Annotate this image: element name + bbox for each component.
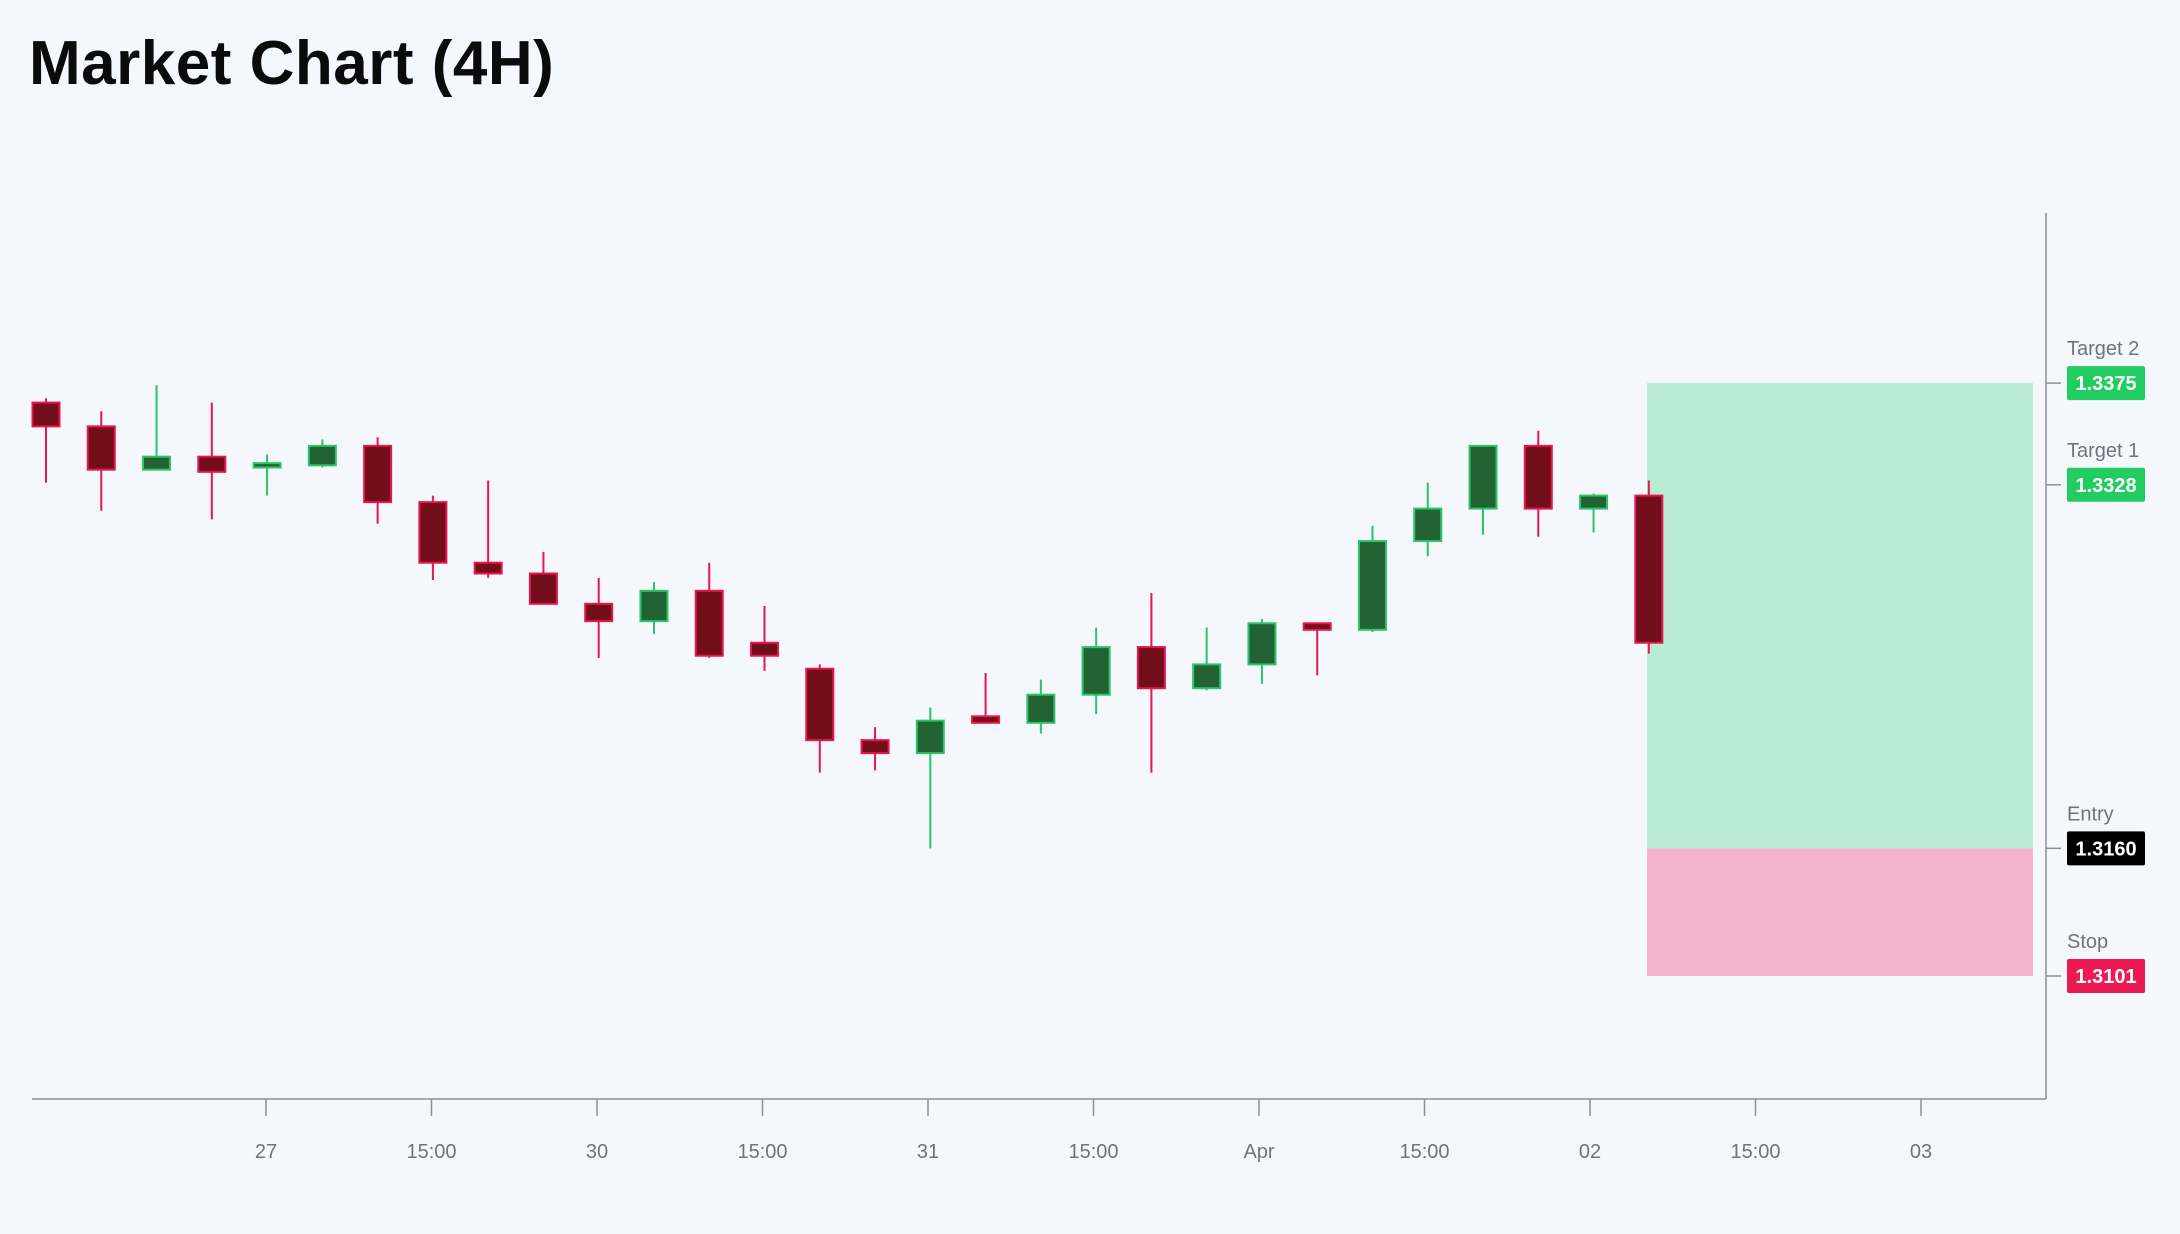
- candle-body: [915, 719, 945, 755]
- candle: [1579, 493, 1609, 533]
- level-value: 1.3328: [2075, 475, 2136, 497]
- x-tick-label: 27: [255, 1141, 277, 1163]
- candle: [1136, 592, 1166, 773]
- candle-body: [1247, 622, 1277, 666]
- candle-body: [1413, 507, 1443, 543]
- candle: [1302, 622, 1332, 676]
- candle: [1192, 627, 1222, 691]
- candle-body: [1523, 444, 1553, 510]
- level-value: 1.3160: [2075, 838, 2136, 860]
- candle-body: [639, 589, 669, 623]
- x-tick-label: 02: [1579, 1141, 1601, 1163]
- candle-body: [252, 462, 282, 469]
- target-zone: [1647, 383, 2033, 849]
- candle: [363, 437, 393, 524]
- candle-body: [142, 455, 172, 471]
- candle: [86, 411, 116, 511]
- candle-body: [584, 602, 614, 623]
- x-tick-label: 15:00: [1399, 1141, 1449, 1163]
- candle: [639, 582, 669, 635]
- candle: [307, 439, 337, 468]
- candle-body: [363, 444, 393, 504]
- level-value: 1.3101: [2075, 966, 2136, 988]
- x-tick-label: Apr: [1243, 1141, 1274, 1163]
- candle-body: [31, 401, 61, 428]
- candle-body: [750, 641, 780, 657]
- candle-body: [197, 455, 227, 473]
- price-levels: Target 2 1.3375 Target 1 1.3328 Entry 1.3160 S…: [2046, 338, 2145, 993]
- candle: [971, 673, 1001, 724]
- position-zones: [1647, 383, 2033, 976]
- x-tick-label: 03: [1910, 1141, 1932, 1163]
- candle: [750, 605, 780, 671]
- candle: [142, 385, 172, 471]
- level-label: Entry: [2067, 803, 2114, 825]
- level-stop: Stop 1.3101: [2046, 931, 2145, 993]
- x-tick-label: 15:00: [737, 1141, 787, 1163]
- candle-body: [1357, 540, 1387, 631]
- level-badge: [2067, 467, 2145, 502]
- candle: [1468, 444, 1498, 535]
- candle: [1247, 618, 1277, 684]
- candle: [915, 707, 945, 849]
- candle-body: [971, 715, 1001, 724]
- candle-body: [1026, 693, 1056, 724]
- candle-body: [86, 425, 116, 471]
- candle-body: [805, 667, 835, 742]
- candle: [584, 577, 614, 658]
- level-target2: Target 2 1.3375: [2046, 338, 2145, 401]
- candle: [197, 402, 227, 520]
- candle: [252, 454, 282, 496]
- candle-body: [1468, 444, 1498, 510]
- candle-body: [307, 444, 337, 467]
- x-tick-label: 15:00: [406, 1141, 456, 1163]
- candle: [694, 562, 724, 658]
- x-tick-label: 15:00: [1730, 1141, 1780, 1163]
- candles: [31, 385, 1664, 849]
- candle: [1026, 679, 1056, 734]
- candle-body: [1302, 622, 1332, 631]
- level-value: 1.3375: [2075, 373, 2136, 395]
- candle-body: [1192, 663, 1222, 690]
- level-label: Stop: [2067, 931, 2108, 953]
- candle: [1634, 480, 1664, 654]
- candle-body: [1634, 494, 1664, 644]
- candle: [528, 551, 558, 605]
- axes: 27 15:00 30 15:00 31 15:00 Apr 15:00 02 15:00 03: [32, 213, 2047, 1163]
- candle-body: [1136, 646, 1166, 690]
- level-target1: Target 1 1.3328: [2046, 440, 2145, 502]
- level-badge: [2067, 366, 2145, 401]
- candle: [805, 664, 835, 773]
- level-badge: [2067, 958, 2145, 993]
- stop-zone: [1647, 848, 2033, 976]
- x-tick-label: 31: [917, 1141, 939, 1163]
- candle: [1413, 482, 1443, 557]
- candle-body: [1081, 646, 1111, 696]
- candle: [1523, 430, 1553, 537]
- candle-body: [528, 572, 558, 605]
- level-entry: Entry 1.3160: [2046, 803, 2145, 866]
- level-label: Target 2: [2067, 338, 2139, 360]
- candle: [31, 398, 61, 483]
- candle-body: [1579, 494, 1609, 510]
- x-tick-label: 15:00: [1068, 1141, 1118, 1163]
- candle: [860, 727, 890, 771]
- candle-body: [860, 739, 890, 755]
- candle: [473, 480, 503, 578]
- level-label: Target 1: [2067, 440, 2139, 462]
- level-badge: [2067, 831, 2145, 866]
- candle-body: [418, 501, 448, 564]
- candle: [1081, 627, 1111, 715]
- candle: [418, 495, 448, 581]
- x-tick-label: 30: [586, 1141, 608, 1163]
- chart-title: Market Chart (4H): [29, 29, 555, 98]
- candle: [1357, 525, 1387, 632]
- candle-body: [473, 561, 503, 575]
- candle-body: [694, 589, 724, 657]
